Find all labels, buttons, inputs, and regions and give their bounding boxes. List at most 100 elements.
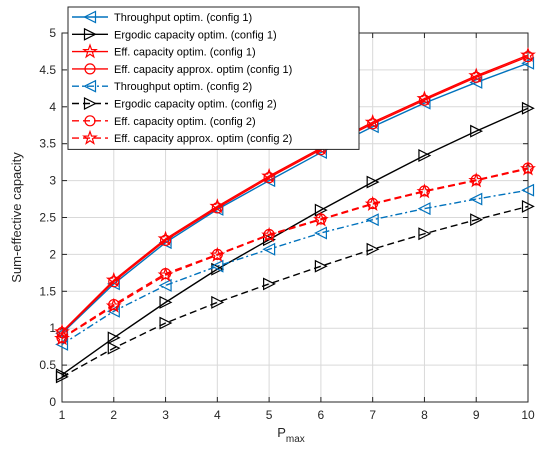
legend-entry: Eff. capacity approx. optim (config 2) xyxy=(72,129,292,145)
legend-entry: Ergodic capacity optim. (config 2) xyxy=(72,97,277,111)
x-tick-label: 2 xyxy=(110,408,117,422)
series-line xyxy=(61,54,529,333)
data-point xyxy=(82,129,98,145)
series-8 xyxy=(54,160,536,346)
data-point xyxy=(159,234,172,246)
series-line xyxy=(61,62,529,334)
data-point xyxy=(105,297,122,313)
data-point xyxy=(469,192,483,206)
series-line xyxy=(61,168,529,340)
ticks: 1 2 3 4 5 6 7 8 9 10 0 0.5 1 1.5 2 2.5 3 3.5 4 4.5 5 xyxy=(39,26,535,422)
data-point xyxy=(159,316,173,330)
data-point xyxy=(365,213,379,227)
y-tick-label: 3.5 xyxy=(39,137,56,151)
data-point xyxy=(416,90,433,106)
data-point xyxy=(366,175,380,189)
x-tick-label: 5 xyxy=(266,408,273,422)
legend-label: Eff. capacity approx. optim (config 2) xyxy=(114,133,292,145)
data-point xyxy=(158,278,172,292)
legend-label: Ergodic capacity optim. (config 2) xyxy=(114,99,277,111)
legend-entry: Eff. capacity approx. optim (config 1) xyxy=(72,63,292,76)
y-tick-label: 1 xyxy=(49,321,56,335)
data-point xyxy=(83,27,97,41)
data-point xyxy=(469,75,483,89)
data-point xyxy=(108,276,120,288)
data-point xyxy=(470,124,484,138)
legend-label: Eff. capacity optim. (config 2) xyxy=(114,116,256,128)
x-tick-label: 1 xyxy=(59,408,66,422)
data-point xyxy=(263,172,275,184)
data-point xyxy=(468,172,485,188)
y-tick-label: 2.5 xyxy=(39,211,56,225)
data-point xyxy=(107,341,121,355)
y-tick-label: 4.5 xyxy=(39,63,56,77)
series-line xyxy=(61,107,529,376)
y-tick-label: 3 xyxy=(49,174,56,188)
y-tick-label: 0.5 xyxy=(39,358,56,372)
y-tick-label: 1.5 xyxy=(39,284,56,298)
legend-label: Throughput optim. (config 2) xyxy=(114,81,252,93)
data-point xyxy=(83,79,97,93)
data-point xyxy=(211,295,225,309)
y-tick-label: 0 xyxy=(49,395,56,409)
data-point xyxy=(468,67,485,83)
data-point xyxy=(211,202,223,214)
data-point xyxy=(520,46,536,62)
series-6 xyxy=(55,199,535,384)
data-point xyxy=(263,233,276,247)
data-point xyxy=(367,118,379,130)
data-point xyxy=(209,246,226,262)
data-point xyxy=(263,277,276,291)
data-point xyxy=(82,43,98,59)
data-point xyxy=(159,295,173,309)
data-point xyxy=(211,262,225,276)
data-point xyxy=(314,259,328,273)
data-point xyxy=(210,259,224,273)
data-point xyxy=(520,160,536,176)
x-axis-label: Pmax xyxy=(277,425,305,445)
x-tick-label: 10 xyxy=(521,408,535,422)
y-tick-label: 5 xyxy=(49,26,56,40)
data-point xyxy=(418,94,431,106)
data-point xyxy=(364,195,381,211)
data-point xyxy=(366,242,380,256)
x-tick-label: 9 xyxy=(473,408,480,422)
legend-entry: Ergodic capacity optim. (config 1) xyxy=(72,27,277,41)
data-point xyxy=(521,183,535,197)
data-point xyxy=(416,183,433,199)
series-line xyxy=(61,167,529,339)
x-tick-label: 3 xyxy=(162,408,169,422)
data-point xyxy=(314,226,327,240)
data-point xyxy=(84,115,96,127)
data-point xyxy=(522,51,534,63)
data-point xyxy=(417,202,431,216)
data-point xyxy=(521,199,535,213)
x-axis-label-subscript: max xyxy=(286,434,305,445)
data-point xyxy=(312,211,329,227)
legend: Throughput optim. (config 1) Ergodic capa… xyxy=(67,6,360,150)
legend-entry: Eff. capacity optim. (config 2) xyxy=(72,115,256,128)
data-point xyxy=(364,113,381,130)
x-axis-label-main: P xyxy=(277,425,286,440)
legend-label: Eff. capacity approx. optim (config 1) xyxy=(114,64,292,76)
series-5 xyxy=(55,183,535,351)
y-tick-label: 4 xyxy=(49,100,56,114)
legend-entry: Throughput optim. (config 2) xyxy=(72,79,252,93)
x-tick-label: 4 xyxy=(214,408,221,422)
data-point xyxy=(54,330,70,346)
data-point xyxy=(418,149,432,162)
series-line xyxy=(61,55,529,334)
data-point xyxy=(262,242,276,256)
data-point xyxy=(470,213,484,227)
data-point xyxy=(261,167,278,183)
x-tick-label: 6 xyxy=(318,408,325,422)
data-point xyxy=(107,331,121,345)
legend-entry: Throughput optim. (config 1) xyxy=(72,10,252,24)
data-point xyxy=(261,226,278,242)
series-line xyxy=(61,205,529,378)
data-point xyxy=(55,370,69,384)
legend-label: Throughput optim. (config 1) xyxy=(114,12,252,24)
y-tick-label: 2 xyxy=(49,247,56,261)
legend-label: Ergodic capacity optim. (config 1) xyxy=(114,29,277,41)
